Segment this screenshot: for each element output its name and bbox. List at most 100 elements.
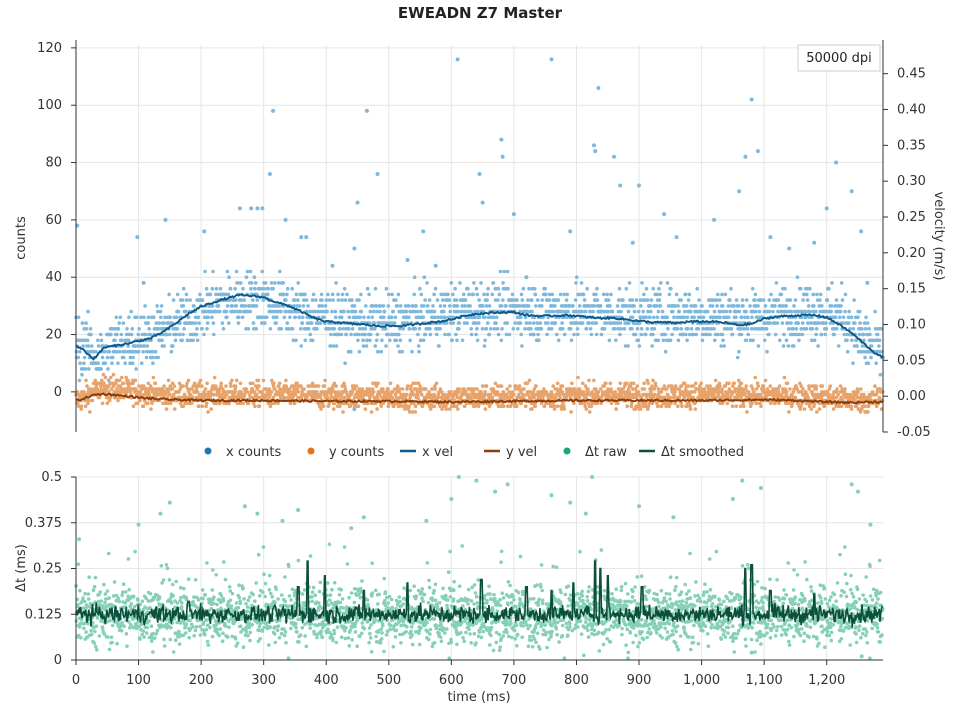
y-counts-point	[467, 392, 471, 397]
y-counts-point	[446, 395, 451, 400]
y-counts-point	[186, 378, 191, 383]
y-counts-point	[560, 384, 565, 388]
y-counts-point	[693, 381, 698, 386]
x-counts-point	[220, 321, 225, 325]
x-counts-point	[694, 332, 698, 337]
y-counts-point	[614, 407, 618, 411]
y-counts-point	[439, 390, 444, 394]
x-counts-point	[332, 327, 337, 331]
y-counts-point	[438, 387, 443, 391]
y-counts-point	[315, 395, 320, 400]
y-counts-point	[873, 384, 877, 388]
y-counts-point	[483, 392, 487, 397]
x-counts-point	[543, 286, 547, 291]
x-counts-point	[555, 332, 559, 337]
x-counts-point	[533, 292, 538, 297]
x-counts-point	[89, 332, 93, 337]
x-counts-point	[676, 338, 681, 343]
x-counts-point	[594, 332, 599, 337]
x-counts-point	[693, 304, 698, 308]
y-counts-point	[385, 392, 389, 397]
y-counts-point	[456, 407, 460, 411]
y-counts-point	[587, 378, 591, 383]
x-counts-point	[193, 321, 198, 325]
x-counts-point	[633, 332, 638, 337]
y-counts-point	[271, 395, 276, 400]
x-counts-point	[639, 327, 644, 331]
y-counts-point	[400, 387, 405, 391]
y-counts-point	[221, 387, 225, 391]
x-counts-point	[106, 378, 111, 383]
y-counts-point	[330, 390, 334, 394]
x-counts-point	[310, 298, 315, 302]
x-counts-point	[330, 309, 334, 314]
x-counts-point	[553, 304, 557, 308]
y-counts-point	[469, 395, 473, 400]
y-counts-point	[386, 404, 391, 409]
x-counts-point	[804, 327, 809, 331]
x-counts-point	[833, 315, 838, 320]
x-counts-point	[113, 338, 117, 343]
y-counts-point	[398, 404, 402, 409]
y-counts-point	[866, 410, 870, 414]
x-counts-point	[500, 327, 504, 331]
y-counts-point	[718, 384, 722, 388]
x-counts-point	[432, 309, 437, 314]
dt-raw-point	[86, 592, 91, 596]
y-counts-point	[370, 387, 375, 391]
x-counts-point	[85, 338, 90, 343]
x-counts-point	[789, 321, 793, 325]
x-counts-point	[200, 298, 205, 302]
x-counts-point	[150, 355, 155, 360]
y-counts-point	[138, 390, 143, 394]
x-counts-point	[131, 355, 135, 360]
x-counts-point	[645, 298, 650, 302]
x-counts-point	[327, 298, 332, 302]
x-counts-point	[527, 286, 531, 291]
x-counts-point	[346, 309, 350, 314]
x-counts-point	[340, 298, 344, 302]
x-counts-point	[394, 338, 399, 343]
x-counts-point	[352, 407, 357, 412]
y-counts-point	[168, 384, 173, 388]
x-counts-point	[866, 361, 871, 366]
y-counts-point	[742, 404, 746, 409]
y-counts-point	[390, 395, 395, 400]
y-counts-point	[319, 407, 323, 411]
x-counts-point	[644, 315, 648, 320]
x-counts-point	[767, 309, 772, 314]
y-tick-label: 120	[37, 41, 62, 56]
x-counts-point	[344, 332, 349, 337]
x-counts-point	[737, 349, 741, 354]
y-counts-point	[252, 395, 256, 400]
y-counts-point	[473, 404, 477, 409]
y-counts-point	[116, 398, 120, 403]
y-counts-point	[763, 378, 768, 383]
x-counts-point	[448, 309, 453, 314]
x-counts-point	[863, 327, 868, 331]
legend-label: y counts	[329, 445, 385, 460]
dt-raw-point	[131, 594, 136, 599]
x-counts-point	[324, 298, 329, 302]
y-counts-point	[308, 384, 313, 388]
x-counts-point	[491, 281, 496, 285]
x-counts-point	[858, 321, 862, 325]
y2-tick-label: 0.45	[897, 67, 926, 82]
y-counts-point	[138, 398, 142, 403]
y-counts-point	[295, 387, 300, 391]
x-counts-point	[700, 304, 704, 308]
x-counts-point	[549, 327, 554, 331]
x-counts-point	[234, 304, 239, 308]
x-counts-point	[130, 327, 135, 331]
x-counts-point	[171, 298, 176, 302]
y2-tick-label: 0.35	[897, 138, 926, 153]
y-counts-point	[720, 387, 724, 391]
y-counts-point	[126, 387, 131, 391]
y-counts-point	[77, 392, 82, 397]
x-counts-point	[141, 349, 145, 354]
y-counts-point	[112, 384, 116, 388]
y-counts-point	[284, 378, 288, 383]
x-counts-point	[663, 349, 668, 354]
x-counts-point	[865, 321, 870, 325]
y-counts-point	[552, 407, 557, 411]
